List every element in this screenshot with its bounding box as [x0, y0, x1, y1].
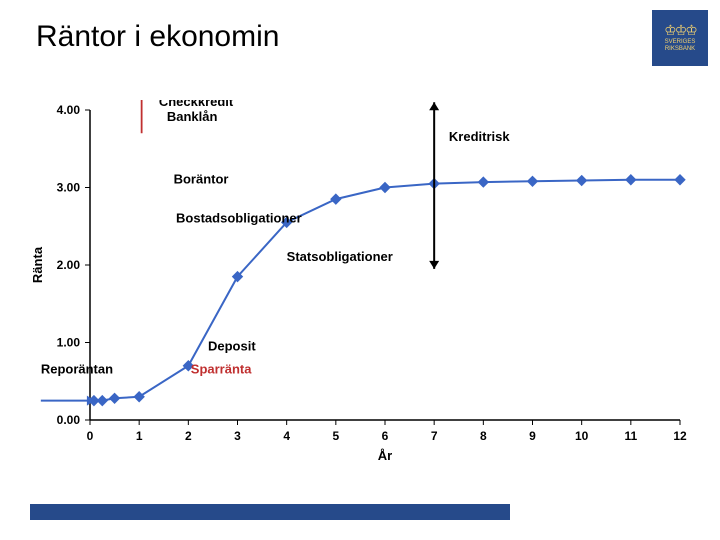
series-marker [528, 176, 538, 186]
svg-text:3.00: 3.00 [57, 181, 81, 195]
svg-text:9: 9 [529, 429, 536, 443]
svg-text:2.00: 2.00 [57, 258, 81, 272]
series-marker [331, 194, 341, 204]
svg-text:2: 2 [185, 429, 192, 443]
svg-text:12: 12 [673, 429, 687, 443]
svg-text:0: 0 [87, 429, 94, 443]
series-marker [97, 396, 107, 406]
svg-text:4: 4 [283, 429, 290, 443]
svg-text:0.00: 0.00 [57, 413, 81, 427]
series-marker [626, 175, 636, 185]
svg-text:3: 3 [234, 429, 241, 443]
chart-annotation: Kreditrisk [449, 129, 510, 144]
chart: 0.001.002.003.004.000123456789101112ÅrRä… [20, 100, 700, 470]
chart-annotation: Deposit [208, 338, 256, 353]
chart-annotation: Banklån [167, 109, 218, 124]
svg-text:10: 10 [575, 429, 589, 443]
x-axis-label: År [378, 448, 392, 463]
crown-icon: ♔♔♔ [664, 23, 696, 37]
chart-annotation: Sparränta [191, 362, 252, 377]
series-marker [134, 392, 144, 402]
y-axis-label: Ränta [30, 246, 45, 283]
svg-text:7: 7 [431, 429, 438, 443]
svg-text:5: 5 [332, 429, 339, 443]
svg-text:4.00: 4.00 [57, 103, 81, 117]
chart-annotation: Reporäntan [41, 362, 113, 377]
page-title: Räntor i ekonomin [36, 20, 279, 54]
logo-text: SVERIGES RIKSBANK [652, 39, 708, 52]
series-marker [380, 183, 390, 193]
series-marker [478, 177, 488, 187]
svg-text:6: 6 [382, 429, 389, 443]
bottom-bar [30, 504, 510, 520]
svg-text:1: 1 [136, 429, 143, 443]
series-marker [110, 393, 120, 403]
chart-annotation: Checkkredit [159, 100, 234, 109]
chart-annotation: Statsobligationer [287, 249, 393, 264]
svg-text:8: 8 [480, 429, 487, 443]
chart-annotation: Bostadsobligationer [176, 210, 302, 225]
svg-text:11: 11 [624, 429, 637, 443]
riksbank-logo: ♔♔♔ SVERIGES RIKSBANK [652, 10, 708, 66]
svg-text:1.00: 1.00 [57, 336, 81, 350]
series-marker [675, 175, 685, 185]
chart-annotation: Boräntor [174, 172, 229, 187]
series-marker [577, 176, 587, 186]
